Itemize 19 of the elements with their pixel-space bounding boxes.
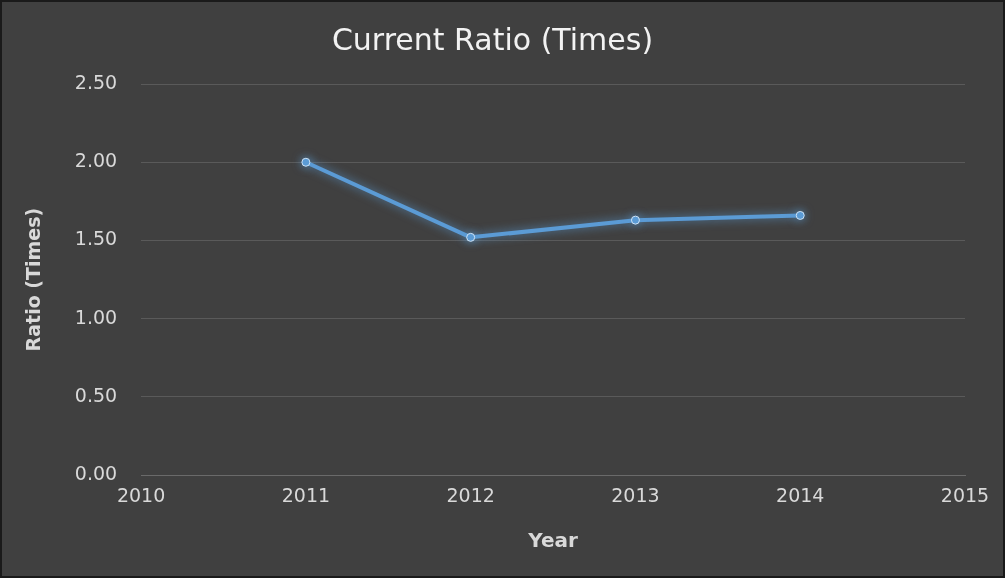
x-tick-label: 2015	[940, 483, 990, 506]
x-tick-label: 2010	[116, 483, 166, 506]
point	[466, 232, 476, 242]
x-tick-label: 2014	[776, 483, 825, 506]
y-tick-label: 1.00	[74, 305, 118, 328]
y-tick-label: 0.00	[74, 462, 118, 485]
x-tick-label: 2013	[611, 483, 660, 506]
chart-title: Current Ratio (Times)	[331, 21, 654, 57]
y-tick-label: 2.00	[74, 149, 118, 172]
point	[301, 157, 311, 167]
x-tick-label: 2012	[446, 483, 495, 506]
x-axis-title: Year	[527, 528, 578, 553]
y-tick-label: 0.50	[74, 383, 118, 406]
y-tick-label: 1.50	[74, 227, 118, 250]
x-tick-label: 2011	[281, 483, 331, 506]
point	[795, 210, 805, 220]
y-axis-title: Ratio (Times)	[22, 207, 45, 352]
point	[630, 215, 640, 225]
y-tick-label: 2.50	[74, 70, 118, 93]
